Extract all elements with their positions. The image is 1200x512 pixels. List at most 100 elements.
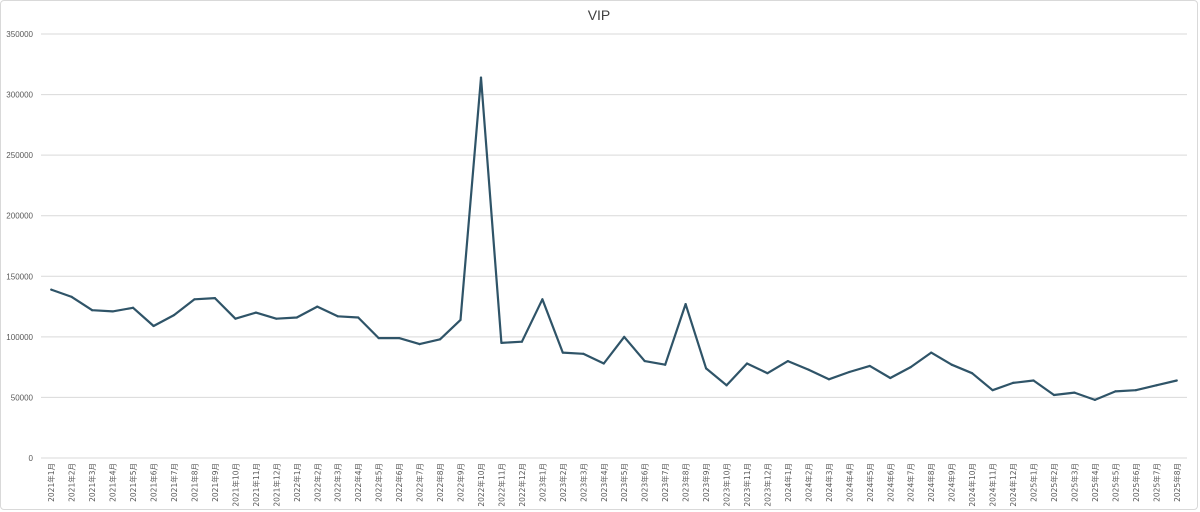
data-point <box>336 315 339 318</box>
data-point <box>1073 391 1076 394</box>
data-point <box>213 296 217 300</box>
x-tick-label: 2025年4月 <box>1090 463 1100 502</box>
x-tick-label: 2022年3月 <box>333 463 343 502</box>
x-tick-label: 2021年8月 <box>189 463 199 502</box>
y-tick-label: 100000 <box>6 333 33 342</box>
data-point <box>868 364 871 368</box>
data-point <box>766 372 769 375</box>
series-line-vip <box>50 76 1178 401</box>
x-tick-label: 2021年9月 <box>210 463 220 502</box>
data-point <box>295 316 298 319</box>
x-tick-label: 2021年3月 <box>87 463 97 502</box>
x-tick-label: 2022年12月 <box>517 463 527 507</box>
data-point <box>418 343 421 346</box>
data-point <box>500 341 503 345</box>
x-tick-label: 2022年9月 <box>456 463 466 502</box>
x-tick-label: 2021年6月 <box>149 463 159 502</box>
chart-title: VIP <box>587 7 611 23</box>
x-tick-label: 2022年7月 <box>415 463 425 502</box>
data-point <box>479 76 483 79</box>
x-tick-label: 2021年2月 <box>67 463 77 502</box>
data-point <box>950 363 953 366</box>
x-tick-label: 2023年11月 <box>742 463 752 507</box>
data-point <box>848 370 851 374</box>
data-point <box>643 359 646 363</box>
x-tick-label: 2023年7月 <box>660 463 670 502</box>
data-point <box>70 295 73 298</box>
data-point <box>1114 390 1117 393</box>
x-tick-label: 2022年4月 <box>353 463 363 502</box>
x-tick-label: 2025年6月 <box>1131 463 1141 502</box>
x-tick-label: 2023年12月 <box>762 463 772 507</box>
x-tick-label: 2022年6月 <box>394 463 404 502</box>
x-tick-label: 2023年9月 <box>701 463 711 502</box>
x-tick-label: 2023年4月 <box>599 463 609 502</box>
x-tick-label: 2024年9月 <box>947 463 957 502</box>
y-tick-label: 50000 <box>11 393 34 402</box>
data-point <box>582 352 585 355</box>
x-tick-label: 2024年3月 <box>824 463 834 502</box>
data-point <box>991 389 994 392</box>
x-tick-label: 2021年12月 <box>271 463 281 507</box>
x-tick-label: 2022年10月 <box>476 463 486 507</box>
x-tick-label: 2024年12月 <box>1008 463 1018 507</box>
data-point <box>1052 393 1056 397</box>
x-tick-label: 2022年8月 <box>435 463 445 502</box>
x-tick-label: 2024年2月 <box>803 463 813 502</box>
x-tick-label: 2021年4月 <box>108 463 118 502</box>
data-point <box>1093 398 1097 401</box>
x-tick-label: 2024年8月 <box>926 463 936 502</box>
data-point <box>1032 379 1035 382</box>
data-point <box>234 317 237 320</box>
x-tick-label: 2022年5月 <box>374 463 384 502</box>
x-tick-label: 2025年2月 <box>1049 463 1059 502</box>
data-point <box>745 362 749 365</box>
x-tick-label: 2021年7月 <box>169 463 179 502</box>
x-tick-label: 2023年6月 <box>640 463 650 502</box>
data-point <box>1155 384 1158 387</box>
x-tick-label: 2022年11月 <box>496 463 506 507</box>
x-tick-label: 2021年5月 <box>128 463 138 502</box>
y-tick-label: 200000 <box>6 212 33 221</box>
x-tick-label: 2022年2月 <box>312 463 322 502</box>
data-point <box>172 313 176 317</box>
y-tick-label: 300000 <box>6 91 33 100</box>
data-point <box>541 298 544 301</box>
x-tick-label: 2021年1月 <box>46 463 56 502</box>
x-tick-label: 2021年11月 <box>251 463 261 507</box>
data-point <box>1134 389 1137 392</box>
x-tick-label: 2023年3月 <box>578 463 588 502</box>
data-point <box>909 366 912 369</box>
x-tick-label: 2024年1月 <box>783 463 793 502</box>
data-point <box>930 351 933 354</box>
data-point <box>602 362 605 365</box>
data-point <box>623 335 626 338</box>
x-tick-label: 2023年2月 <box>558 463 568 502</box>
series-layer <box>50 76 1178 401</box>
x-tick-label: 2024年6月 <box>885 463 895 502</box>
data-point <box>111 310 114 313</box>
x-tick-label: 2024年4月 <box>844 463 854 502</box>
data-point <box>561 351 564 354</box>
y-tick-label: 150000 <box>6 272 33 281</box>
data-point <box>786 359 790 363</box>
x-tick-label: 2023年8月 <box>681 463 691 502</box>
data-point <box>704 367 708 370</box>
data-point <box>91 309 94 312</box>
y-tick-label: 0 <box>29 454 34 463</box>
x-tick-label: 2024年10月 <box>967 463 977 507</box>
data-point <box>152 324 155 328</box>
y-axis-ticks: 0 50000 100000 150000 200000 250000 300000 3500… <box>6 30 33 463</box>
data-point <box>50 288 53 291</box>
x-axis-ticks: 2021年1月 2021年2月 2021年3月 2021年4月 2021年5月 2021年… <box>46 463 1182 507</box>
data-point <box>275 317 278 320</box>
x-tick-label: 2024年11月 <box>988 463 998 507</box>
data-point <box>971 372 974 375</box>
x-tick-label: 2025年3月 <box>1069 463 1079 502</box>
x-tick-label: 2021年10月 <box>230 463 240 507</box>
data-point <box>377 336 380 340</box>
x-tick-label: 2025年1月 <box>1029 463 1039 502</box>
y-tick-label: 250000 <box>6 151 33 160</box>
